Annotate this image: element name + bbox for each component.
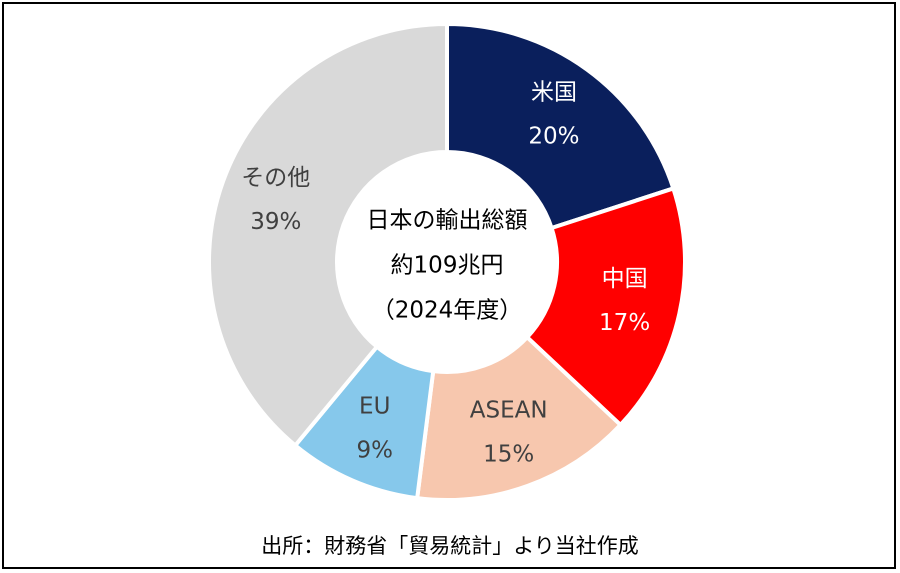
slice-1 [525, 186, 687, 427]
slice-0 [445, 22, 676, 231]
slice-name-label: 中国 [602, 266, 648, 292]
slice-name-label: 米国 [531, 79, 577, 105]
center-title: 日本の輸出総額 [367, 208, 528, 234]
donut-slices [207, 22, 687, 502]
slice-4 [207, 22, 449, 448]
source-note: 出所：財務省「貿易統計」より当社作成 [261, 534, 639, 558]
center-amount: 約109兆円 [391, 253, 504, 279]
slice-name-label: その他 [241, 165, 310, 191]
slice-value-label: 39% [250, 209, 301, 235]
slice-name-label: EU [359, 394, 390, 420]
slice-labels: 米国 20% 中国 17% ASEAN 15% EU 9% その他 39% [241, 79, 650, 467]
slice-value-label: 17% [599, 310, 650, 336]
slice-name-label: ASEAN [470, 398, 548, 424]
center-label: 日本の輸出総額 約109兆円 （2024年度） [367, 208, 528, 324]
slice-value-label: 20% [528, 123, 579, 149]
slice-value-label: 15% [483, 442, 534, 468]
slice-2 [415, 335, 623, 502]
center-period: （2024年度） [372, 298, 523, 324]
slice-value-label: 9% [356, 438, 393, 464]
